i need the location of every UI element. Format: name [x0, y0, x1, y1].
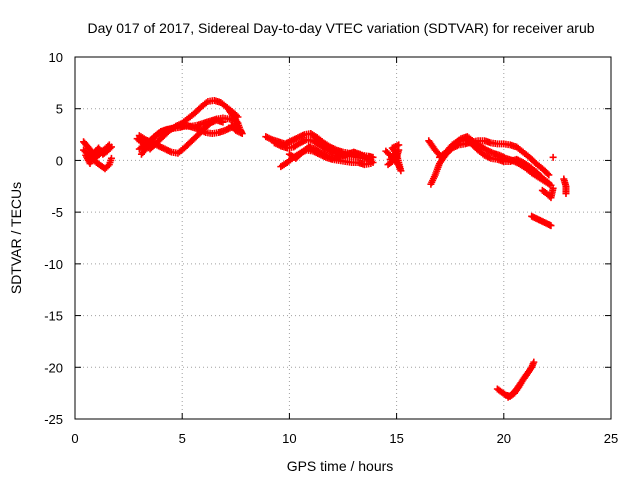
data-point	[107, 143, 115, 151]
data-point	[219, 118, 227, 126]
y-tick-label: 10	[49, 50, 63, 65]
data-point	[229, 123, 237, 131]
chart-title: Day 017 of 2017, Sidereal Day-to-day VTE…	[87, 20, 594, 36]
y-tick-label: -5	[51, 205, 63, 220]
data-point	[526, 366, 534, 374]
data-point	[386, 155, 394, 163]
x-tick-label: 25	[604, 431, 618, 446]
y-axis-label: SDTVAR / TECUs	[8, 182, 24, 294]
data-point	[228, 121, 236, 129]
data-point	[547, 222, 555, 230]
data-point	[107, 154, 115, 162]
x-tick-label: 20	[497, 431, 511, 446]
grid-lines	[75, 57, 611, 419]
data-point	[545, 171, 553, 179]
data-point	[369, 158, 377, 166]
x-axis-label: GPS time / hours	[287, 458, 394, 474]
x-tick-label: 10	[282, 431, 296, 446]
data-point	[545, 179, 553, 187]
x-tick-label: 15	[389, 431, 403, 446]
y-tick-labels: 10 5 0 -5 -10 -15 -20 -25	[44, 50, 63, 427]
axis-ticks	[74, 56, 612, 420]
y-tick-label: 5	[56, 102, 63, 117]
data-point	[106, 144, 114, 152]
x-tick-label: 5	[179, 431, 186, 446]
plot-border	[74, 56, 612, 420]
data-point	[562, 190, 570, 198]
data-point	[549, 184, 557, 192]
y-tick-label: -15	[44, 309, 63, 324]
data-point	[544, 170, 552, 178]
x-tick-labels: 0 5 10 15 20 25	[71, 431, 618, 446]
y-tick-label: 0	[56, 153, 63, 168]
data-point	[549, 153, 557, 161]
x-tick-label: 0	[71, 431, 78, 446]
data-point	[530, 358, 538, 366]
y-tick-label: -10	[44, 257, 63, 272]
y-tick-label: -25	[44, 412, 63, 427]
y-tick-label: -20	[44, 360, 63, 375]
data-points	[80, 96, 570, 401]
